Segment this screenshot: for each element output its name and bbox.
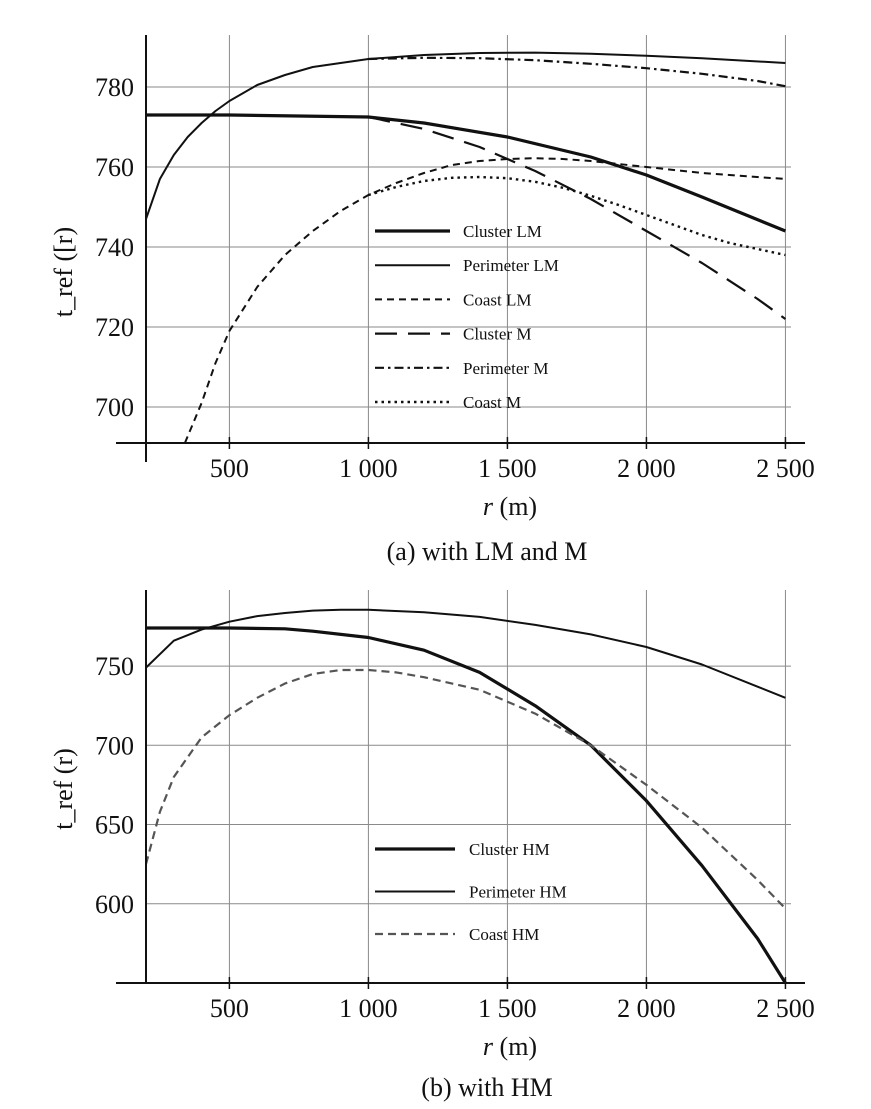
x-axis-unit-b: (m)	[493, 1032, 537, 1061]
x-tick-label-a-4: 2 500	[756, 454, 815, 483]
y-tick-label-b-0: 600	[95, 890, 134, 919]
series-line-coast-hm	[146, 668, 787, 910]
y-tick-label-b-3: 750	[95, 652, 134, 681]
series-line-coast-m	[368, 175, 786, 257]
axes-a	[116, 35, 805, 462]
chart-panel-b: 500 1 000 1 500 2 000 2 500 600 650 700 750 Clus…	[49, 590, 815, 1102]
ticks-a: 500 1 000 1 500 2 000 2 500 700 720 740 760 780	[95, 73, 815, 483]
legend-b: Cluster HM Perimeter HM Coast HM	[375, 840, 567, 944]
series-line-perimeter-m	[368, 56, 786, 88]
y-tick-label-a-3: 760	[95, 153, 134, 182]
legend-label-cluster-m: Cluster M	[463, 325, 531, 344]
series-line-perimeter-lm	[146, 51, 786, 220]
series-line-cluster-m	[368, 115, 787, 320]
caption-a: (a) with LM and M	[387, 537, 588, 566]
x-axis-unit-a: (m)	[493, 492, 537, 521]
x-tick-label-b-1: 1 000	[339, 994, 398, 1023]
series-line-coast-lm	[183, 157, 786, 443]
legend-label-coast-m: Coast M	[463, 393, 521, 412]
x-tick-label-b-0: 500	[210, 994, 249, 1023]
legend-label-coast-lm: Coast LM	[463, 290, 531, 309]
legend-label-cluster-hm: Cluster HM	[469, 840, 550, 859]
y-axis-label-a: t_ref ([r)	[49, 227, 78, 317]
x-axis-label-a: r (m)	[483, 492, 537, 521]
x-axis-var-a: r	[483, 492, 494, 521]
legend-label-perimeter-m: Perimeter M	[463, 359, 548, 378]
series-line-cluster-lm	[146, 113, 787, 233]
x-tick-label-a-3: 2 000	[617, 454, 676, 483]
series-line-perimeter-hm	[146, 608, 786, 699]
x-axis-var-b: r	[483, 1032, 494, 1061]
legend-label-perimeter-hm: Perimeter HM	[469, 883, 567, 902]
y-tick-label-b-2: 700	[95, 731, 134, 760]
series-layer-b	[146, 608, 787, 983]
series-line-cluster-hm	[146, 626, 787, 983]
x-tick-label-a-1: 1 000	[339, 454, 398, 483]
legend-label-coast-hm: Coast HM	[469, 925, 539, 944]
caption-b: (b) with HM	[421, 1073, 552, 1102]
series-layer-a	[146, 51, 787, 443]
legend-label-cluster-lm: Cluster LM	[463, 222, 542, 241]
x-axis-label-b: r (m)	[483, 1032, 537, 1061]
grid-a	[146, 35, 791, 443]
x-tick-label-b-3: 2 000	[617, 994, 676, 1023]
ticks-b: 500 1 000 1 500 2 000 2 500 600 650 700 750	[95, 652, 815, 1023]
y-tick-label-a-0: 700	[95, 393, 134, 422]
axes-b	[116, 590, 805, 984]
y-tick-label-a-2: 740	[95, 233, 134, 262]
x-tick-label-b-2: 1 500	[478, 994, 537, 1023]
x-tick-label-a-2: 1 500	[478, 454, 537, 483]
y-tick-label-a-1: 720	[95, 313, 134, 342]
y-tick-label-b-1: 650	[95, 811, 134, 840]
y-tick-label-a-4: 780	[95, 73, 134, 102]
chart-panel-a: 500 1 000 1 500 2 000 2 500 700 720 740 760 780 C…	[49, 35, 815, 566]
y-axis-label-b: t_ref (r)	[49, 748, 78, 830]
legend-a: Cluster LM Perimeter LM Coast LM Cluster M P…	[375, 222, 559, 412]
legend-label-perimeter-lm: Perimeter LM	[463, 256, 559, 275]
x-tick-label-b-4: 2 500	[756, 994, 815, 1023]
grid-b	[146, 590, 791, 983]
x-tick-label-a-0: 500	[210, 454, 249, 483]
